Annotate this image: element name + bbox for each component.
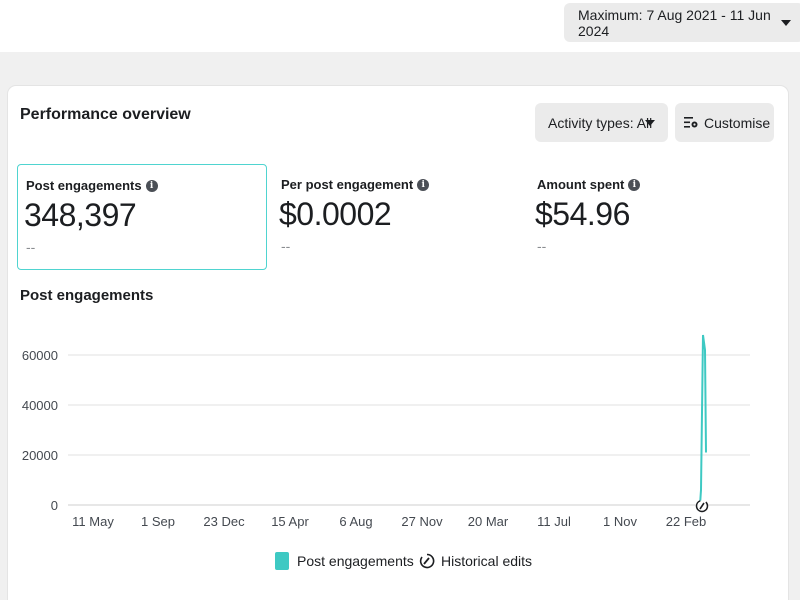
metric-compare: -- [537,238,547,254]
metric-value: $0.0002 [279,196,392,232]
y-tick-label: 20000 [22,448,58,463]
metric-label-text: Post engagements [26,178,142,193]
y-tick-label: 60000 [22,348,58,363]
metric-value: $54.96 [535,196,630,232]
legend-historical-edits[interactable]: Historical edits [419,552,532,570]
x-tick-label: 11 May [72,514,114,529]
metric-label: Post engagements i [26,178,158,193]
date-range-label: Maximum: 7 Aug 2021 - 11 Jun 2024 [578,6,771,39]
performance-card [8,86,788,600]
info-icon[interactable]: i [628,178,641,191]
y-tick-label: 40000 [22,398,58,413]
post-engagements-chart: 0 20000 40000 60000 11 May 1 Sep 23 Dec 15 Apr 6… [22,334,750,529]
metric-label: Amount spent i [537,177,641,192]
caret-down-icon [645,120,655,126]
x-tick-label: 11 Jul [537,514,571,529]
x-tick-label: 20 Mar [468,514,509,529]
metric-label-text: Amount spent [537,177,625,192]
legend-label: Historical edits [441,553,533,569]
metric-label-text: Per post engagement [281,177,414,192]
x-tick-label: 1 Nov [603,514,637,529]
activity-types-dropdown[interactable]: Activity types: All [535,103,668,142]
metric-compare: -- [26,239,36,255]
y-tick-label: 0 [51,498,58,513]
metric-compare: -- [281,238,291,254]
marker-slash [699,502,705,510]
card-title: Performance overview [20,106,191,123]
x-tick-label: 6 Aug [339,514,372,529]
legend-post-engagements[interactable]: Post engagements [275,552,414,570]
x-tick-label: 23 Dec [203,514,245,529]
metric-label: Per post engagement i [281,177,430,192]
customise-label: Customise [704,114,771,131]
top-bar: Maximum: 7 Aug 2021 - 11 Jun 2024 [0,0,800,52]
info-icon[interactable]: i [417,178,430,191]
historical-edits-icon [419,553,435,569]
metric-post-engagements[interactable]: Post engagements i 348,397 -- [17,164,267,270]
x-tick-label: 27 Nov [401,514,443,529]
date-range-dropdown[interactable]: Maximum: 7 Aug 2021 - 11 Jun 2024 [564,3,800,42]
customise-button[interactable]: Customise [675,103,774,142]
x-tick-label: 22 Feb [666,514,706,529]
activity-types-label: Activity types: All [548,114,653,131]
metric-per-post-engagement[interactable]: Per post engagement i $0.0002 -- [273,164,523,270]
series-swatch [275,552,289,570]
chart-title: Post engagements [20,287,154,304]
series-line-post-engagements [699,334,707,506]
x-tick-label: 1 Sep [141,514,175,529]
customise-icon [684,117,698,128]
x-tick-label: 15 Apr [271,514,309,529]
metric-amount-spent[interactable]: Amount spent i $54.96 -- [529,164,779,270]
metric-value: 348,397 [24,197,137,233]
info-icon[interactable]: i [145,179,158,192]
legend-label: Post engagements [297,553,414,569]
caret-down-icon [781,20,791,26]
historical-edit-marker [695,499,709,513]
